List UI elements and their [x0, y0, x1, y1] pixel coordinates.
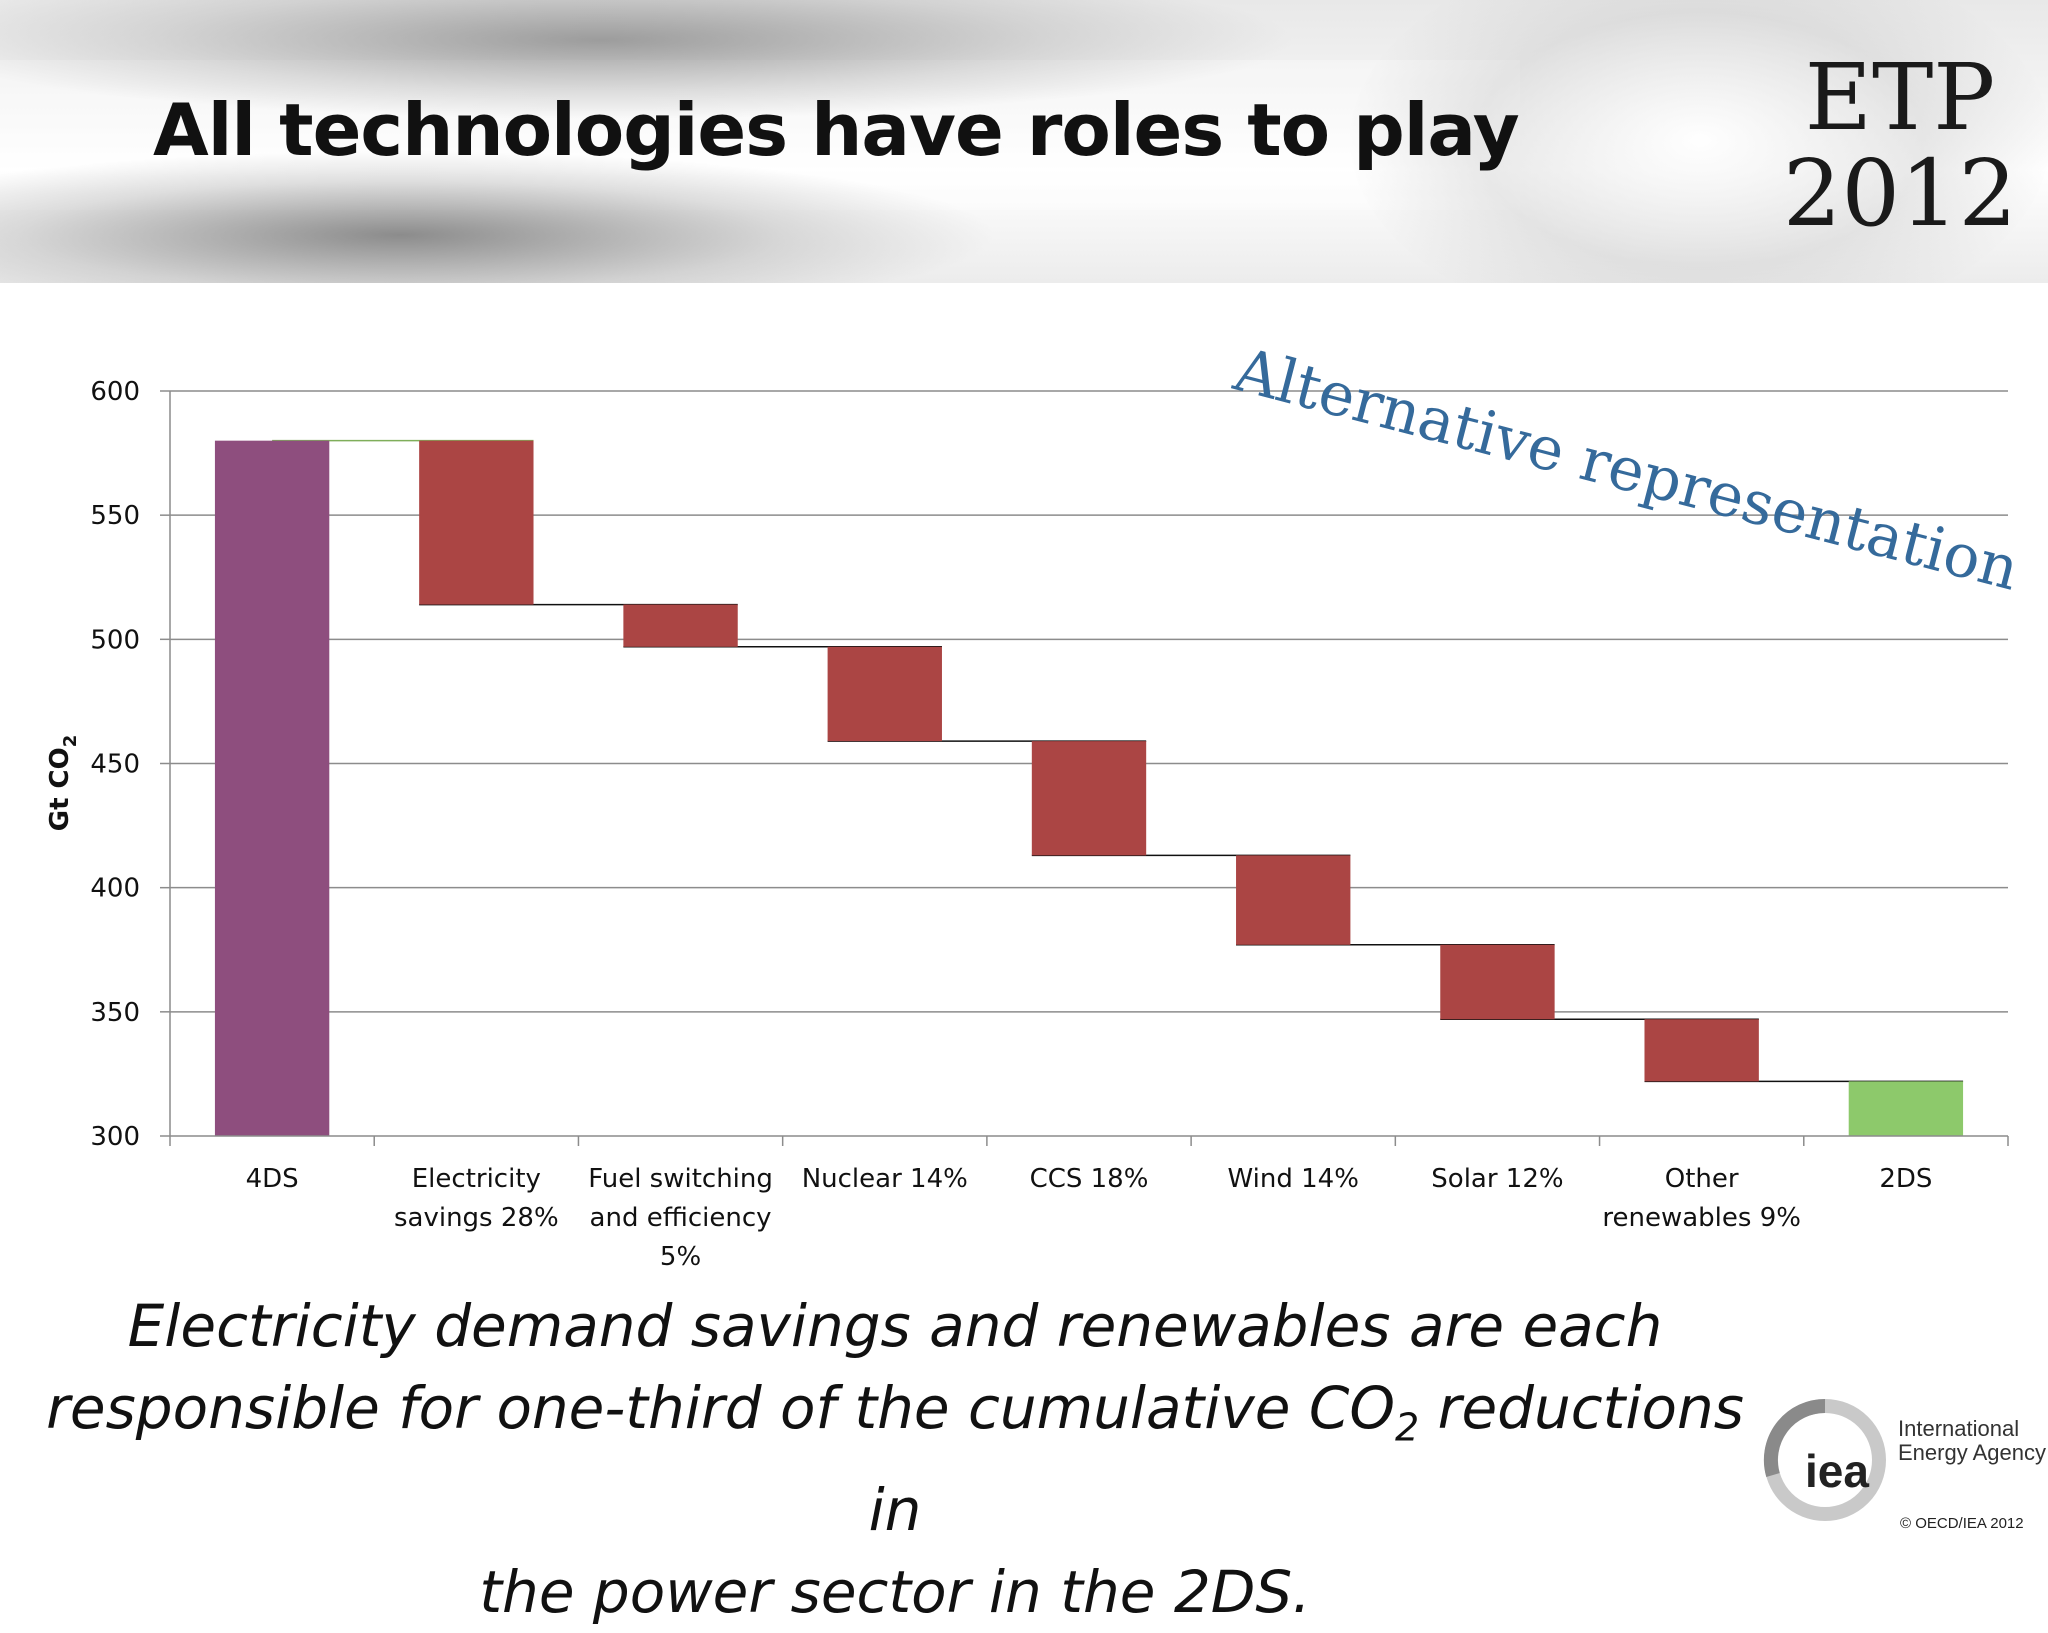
- header-banner: [0, 0, 2048, 283]
- etp-badge-line1: ETP: [1804, 44, 1996, 151]
- iea-logo: iea: [1763, 1398, 1886, 1521]
- y-axis-label: Gt CO2: [45, 735, 81, 832]
- y-tick-label: 600: [90, 377, 140, 407]
- y-tick-label: 350: [90, 998, 140, 1028]
- copyright: © OECD/IEA 2012: [1900, 1515, 2024, 1532]
- etp-badge: ETP 2012: [1780, 50, 2020, 242]
- iea-logo-mark: iea: [1805, 1445, 1869, 1497]
- x-tick-label: Other renewables 9%: [1602, 1164, 1801, 1233]
- y-tick-label: 400: [90, 874, 140, 904]
- x-tick-label: Fuel switching and efficiency 5%: [588, 1164, 773, 1272]
- y-tick-label: 300: [90, 1122, 140, 1152]
- bar: [1644, 1019, 1759, 1082]
- y-tick-labels: 300 350 400 450 500 550 600: [90, 377, 140, 1152]
- caption-line-2: responsible for one-third of the cumulat…: [46, 1374, 1744, 1544]
- x-tick-label: Nuclear 14%: [802, 1164, 968, 1194]
- bar: [827, 646, 942, 742]
- bar: [1236, 855, 1351, 945]
- x-tick-labels: 4DS Electricity savings 28% Fuel switching a…: [246, 1164, 1933, 1272]
- x-tick-label: Wind 14%: [1228, 1164, 1359, 1194]
- waterfall-chart: 300 350 400 450 500 550 600 4DS Electricity savi…: [45, 377, 2009, 1272]
- bar: [1031, 741, 1147, 856]
- bar: [623, 604, 738, 647]
- y-tick-label: 500: [90, 625, 140, 655]
- caption: Electricity demand savings and renewable…: [30, 1285, 1760, 1633]
- x-tick-label: Electricity savings 28%: [394, 1164, 559, 1233]
- bar: [419, 440, 534, 605]
- x-tick-label: 4DS: [246, 1164, 299, 1194]
- x-tick-label: Solar 12%: [1431, 1164, 1563, 1194]
- bars: [214, 440, 1964, 1136]
- bar: [1440, 944, 1555, 1020]
- iea-logo-text: International Energy Agency: [1898, 1416, 2046, 1465]
- axes: [169, 391, 2009, 1146]
- x-tick-label: 2DS: [1879, 1164, 1932, 1194]
- caption-line-1: Electricity demand savings and renewable…: [127, 1292, 1663, 1360]
- x-tick-label: CCS 18%: [1030, 1164, 1149, 1194]
- y-tick-label: 450: [90, 750, 140, 780]
- caption-line-3: the power sector in the 2DS.: [479, 1557, 1311, 1626]
- bar: [1848, 1081, 1964, 1136]
- page-title: All technologies have roles to play: [153, 88, 1520, 172]
- bar: [214, 440, 330, 1136]
- y-tick-label: 550: [90, 501, 140, 531]
- etp-badge-line2: 2012: [1782, 140, 2018, 247]
